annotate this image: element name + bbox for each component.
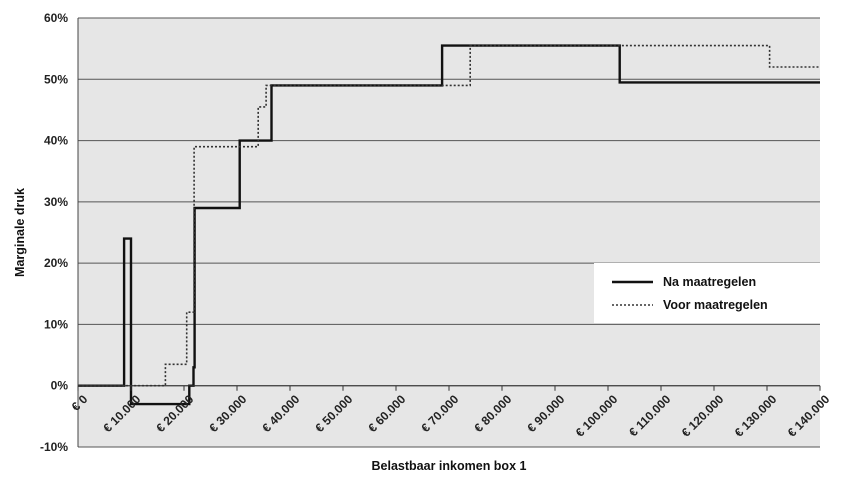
y-tick-label: 40% [44, 134, 68, 148]
legend-label-1: Na maatregelen [663, 275, 756, 289]
y-tick-label: 10% [44, 317, 68, 331]
y-tick-label: 60% [44, 11, 68, 25]
y-tick-label: -10% [40, 440, 68, 454]
y-tick-label: 30% [44, 195, 68, 209]
legend-box [594, 263, 820, 323]
y-tick-label: 0% [51, 379, 69, 393]
y-axis-title: Marginale druk [13, 188, 27, 277]
y-tick-label: 50% [44, 72, 68, 86]
plot-area [78, 18, 820, 447]
legend-label-2: Voor maatregelen [663, 298, 768, 312]
y-tick-label: 20% [44, 256, 68, 270]
x-axis-title: Belastbaar inkomen box 1 [372, 459, 527, 473]
series-line-1 [78, 44, 820, 406]
series-line-2 [78, 44, 820, 387]
